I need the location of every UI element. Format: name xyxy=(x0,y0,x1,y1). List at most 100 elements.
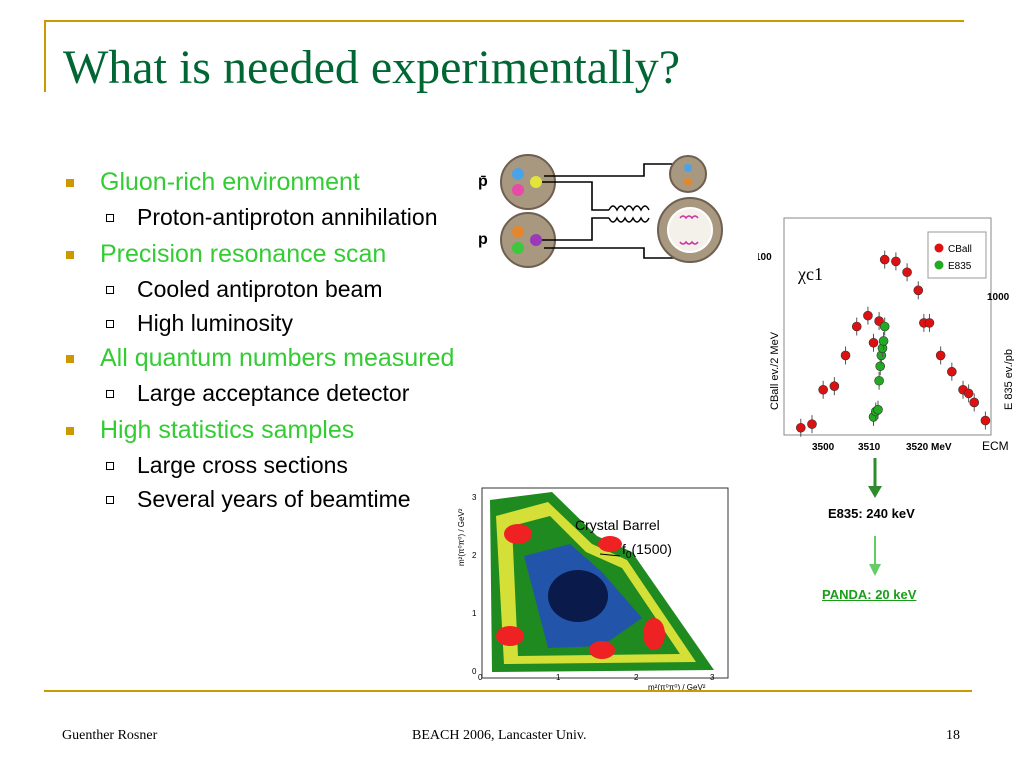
dalitz-red-lobe-1 xyxy=(504,524,532,544)
dalitz-red-lobe-3 xyxy=(643,618,665,650)
e835-point xyxy=(874,375,884,386)
dalitz-y-tick-3: 3 xyxy=(472,493,477,502)
cball-point xyxy=(902,267,912,278)
glueball-core xyxy=(667,207,713,253)
quark-orange xyxy=(512,226,524,238)
bullet-4: High statistics samples xyxy=(62,416,462,444)
sub-bullet-marker xyxy=(106,214,114,222)
legend-box xyxy=(927,231,987,279)
cball-point xyxy=(969,397,980,408)
f0-label: f0(1500) xyxy=(622,541,672,561)
dalitz-plot: 0 1 2 3 0 1 2 3 m²(π⁰π⁰) / GeV² m²(π⁰π⁰)… xyxy=(457,487,729,692)
dalitz-y-tick-2: 2 xyxy=(472,551,477,560)
left-rule xyxy=(44,20,46,92)
f0-pointer xyxy=(599,553,621,557)
arrow-1-head xyxy=(868,486,882,498)
cball-point xyxy=(879,254,890,265)
ytick-left: 100 xyxy=(758,252,772,263)
sub-bullet-1-1: Proton-antiproton annihilation xyxy=(62,204,462,230)
quark-lines xyxy=(542,163,674,259)
legend-cball: CBall xyxy=(948,244,972,255)
quark-green xyxy=(512,242,524,254)
dalitz-y-tick-1: 1 xyxy=(472,609,477,618)
x-axis-label: ECM xyxy=(982,439,1009,453)
glueball-gluons xyxy=(679,215,699,245)
bullet-marker xyxy=(66,179,74,187)
sub-bullet-4-1: Large cross sections xyxy=(62,452,462,478)
y-axis-left-label: CBall ev./2 MeV xyxy=(769,331,781,410)
cball-point xyxy=(868,337,879,348)
y-axis-right-label: E 835 ev./pb xyxy=(1003,349,1014,410)
panda-resolution[interactable]: PANDA: 20 keV xyxy=(822,587,917,602)
e835-point xyxy=(873,404,883,415)
cball-point xyxy=(963,388,974,399)
dalitz-x-tick-2: 2 xyxy=(634,673,639,682)
e835-point xyxy=(875,361,886,372)
dalitz-dark-center xyxy=(548,570,608,622)
cball-point xyxy=(947,366,957,377)
sub-bullet-marker xyxy=(106,496,114,504)
legend-swatch-e835 xyxy=(934,260,944,270)
crystal-barrel-label: Crystal Barrel xyxy=(575,517,660,533)
sub-bullet-marker xyxy=(106,462,114,470)
cball-point xyxy=(913,285,924,296)
cball-point xyxy=(891,256,901,267)
footer-rule xyxy=(44,690,972,692)
antiquark-magenta xyxy=(512,184,524,196)
antiquark-yellow xyxy=(530,176,542,188)
e835-point xyxy=(878,336,889,346)
e835-point xyxy=(879,321,890,332)
cball-point xyxy=(980,415,991,426)
p-label: p xyxy=(478,231,488,248)
xtick-3510: 3510 xyxy=(858,442,881,453)
meson-disc xyxy=(669,155,707,193)
bullet-marker xyxy=(66,251,74,259)
dalitz-y-label: m²(π⁰π⁰) / GeV² xyxy=(457,508,466,566)
dalitz-red-lobe-4 xyxy=(589,641,615,659)
dalitz-x-tick-1: 1 xyxy=(556,673,561,682)
dalitz-x-tick-3: 3 xyxy=(710,673,715,682)
dalitz-red-lobe-5 xyxy=(598,536,622,552)
bullet-marker xyxy=(66,427,74,435)
legend-e835: E835 xyxy=(948,261,972,272)
scan-plot-svg: CBall E835 χc1 100 1000 3500 3510 3520 M… xyxy=(755,217,1015,453)
legend-swatch-cball xyxy=(934,243,944,253)
sub-bullet-marker xyxy=(106,286,114,294)
annihilation-diagram: p̄ p xyxy=(478,154,723,268)
bullet-2: Precision resonance scan xyxy=(62,240,462,268)
gluon-lines xyxy=(608,205,650,223)
cball-point xyxy=(807,419,817,429)
dalitz-x-tick-0: 0 xyxy=(478,673,483,682)
e835-resolution: E835: 240 keV xyxy=(828,506,915,521)
ytick-right: 1000 xyxy=(987,292,1010,303)
bullet-1: Gluon-rich environment xyxy=(62,168,462,196)
sub-bullet-marker xyxy=(106,320,114,328)
cball-point xyxy=(935,350,946,361)
xtick-3500: 3500 xyxy=(812,442,835,453)
meson-quark xyxy=(684,164,692,172)
meson-antiquark xyxy=(684,178,692,186)
sub-bullet-2-1: Cooled antiproton beam xyxy=(62,276,462,302)
sub-bullet-3-1: Large acceptance detector xyxy=(62,380,462,406)
arrow-2-head xyxy=(869,564,881,576)
cball-point xyxy=(851,321,862,332)
sub-bullet-marker xyxy=(106,390,114,398)
cball-point xyxy=(924,318,935,328)
footer-author: Guenther Rosner xyxy=(62,728,158,743)
bullet-list: Gluon-rich environment Proton-antiproton… xyxy=(62,168,462,512)
sub-bullet-2-2: High luminosity xyxy=(62,310,462,336)
cball-point xyxy=(795,422,806,433)
cball-point xyxy=(863,310,873,321)
resolution-arrows xyxy=(868,458,882,576)
pbar-label: p̄ xyxy=(478,173,488,190)
slide-title: What is needed experimentally? xyxy=(63,41,681,94)
cball-point xyxy=(818,384,828,395)
sub-bullet-4-2: Several years of beamtime xyxy=(62,486,462,512)
top-rule xyxy=(44,20,964,22)
chart-title: χc1 xyxy=(797,264,823,284)
dalitz-x-label: m²(π⁰π⁰) / GeV² xyxy=(648,683,706,692)
page-number: 18 xyxy=(946,728,960,743)
resonance-scan-chart: CBall E835 χc1 100 1000 3500 3510 3520 M… xyxy=(755,214,1015,474)
bullet-3: All quantum numbers measured xyxy=(62,344,462,372)
cball-point xyxy=(829,381,840,391)
